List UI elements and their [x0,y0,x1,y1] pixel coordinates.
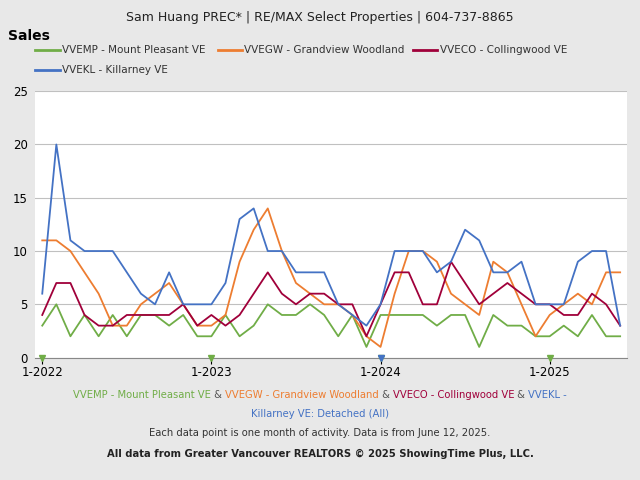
Text: Killarney VE: Detached (All): Killarney VE: Detached (All) [251,409,389,419]
Text: Sales: Sales [8,29,50,43]
Text: VVEGW - Grandview Woodland: VVEGW - Grandview Woodland [244,46,405,55]
Text: &: & [211,390,225,399]
Text: &: & [515,390,529,399]
Text: All data from Greater Vancouver REALTORS © 2025 ShowingTime Plus, LLC.: All data from Greater Vancouver REALTORS… [107,449,533,458]
Text: &: & [379,390,393,399]
Text: VVECO - Collingwood VE: VVECO - Collingwood VE [440,46,567,55]
Text: Each data point is one month of activity. Data is from June 12, 2025.: Each data point is one month of activity… [149,428,491,438]
Text: VVECO - Collingwood VE: VVECO - Collingwood VE [393,390,515,399]
Text: VVEMP - Mount Pleasant VE: VVEMP - Mount Pleasant VE [62,46,205,55]
Text: Sam Huang PREC* | RE/MAX Select Properties | 604-737-8865: Sam Huang PREC* | RE/MAX Select Properti… [126,11,514,24]
Text: VVEKL - Killarney VE: VVEKL - Killarney VE [62,65,168,74]
Text: VVEMP - Mount Pleasant VE: VVEMP - Mount Pleasant VE [73,390,211,399]
Text: VVEGW - Grandview Woodland: VVEGW - Grandview Woodland [225,390,379,399]
Text: VVEKL -: VVEKL - [529,390,567,399]
